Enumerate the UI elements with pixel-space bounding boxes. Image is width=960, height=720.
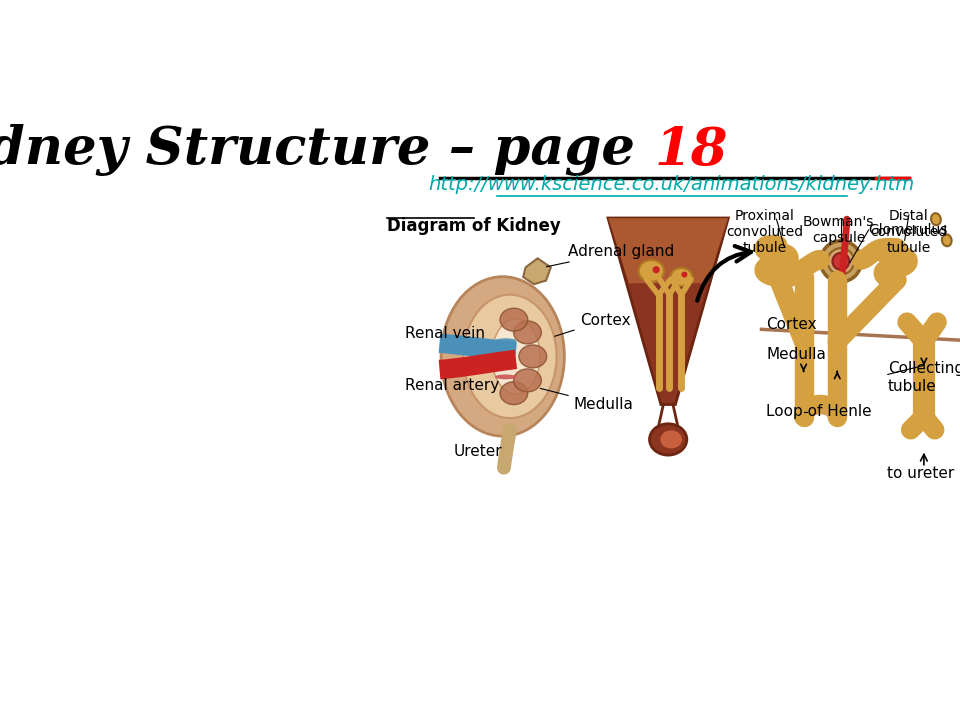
Text: Bowman's
capsule: Bowman's capsule bbox=[803, 215, 875, 246]
Text: Collecting
tubule: Collecting tubule bbox=[888, 361, 960, 394]
Circle shape bbox=[682, 271, 687, 278]
Ellipse shape bbox=[931, 213, 941, 225]
Ellipse shape bbox=[514, 321, 541, 344]
Ellipse shape bbox=[494, 362, 516, 367]
Text: Proximal
convoluted
tubule: Proximal convoluted tubule bbox=[726, 209, 803, 256]
Text: Medulla: Medulla bbox=[766, 347, 827, 362]
Text: Loop of Henle: Loop of Henle bbox=[766, 404, 872, 419]
Text: to ureter: to ureter bbox=[887, 467, 954, 481]
Circle shape bbox=[653, 266, 660, 274]
Text: Cortex: Cortex bbox=[766, 317, 817, 332]
Polygon shape bbox=[523, 258, 551, 284]
Ellipse shape bbox=[660, 431, 682, 449]
Text: Renal vein: Renal vein bbox=[405, 326, 485, 341]
Ellipse shape bbox=[494, 374, 516, 379]
Text: http://www.kscience.co.uk/animations/kidney.htm: http://www.kscience.co.uk/animations/kid… bbox=[428, 175, 914, 194]
Ellipse shape bbox=[514, 369, 541, 392]
Text: Renal artery: Renal artery bbox=[405, 378, 499, 393]
Ellipse shape bbox=[638, 260, 664, 282]
Polygon shape bbox=[608, 218, 729, 283]
Ellipse shape bbox=[519, 345, 546, 368]
Text: Diagram of Kidney: Diagram of Kidney bbox=[387, 217, 561, 235]
Ellipse shape bbox=[494, 338, 516, 343]
Ellipse shape bbox=[942, 234, 951, 246]
Text: Adrenal gland: Adrenal gland bbox=[546, 243, 674, 267]
Circle shape bbox=[828, 248, 854, 274]
Ellipse shape bbox=[650, 424, 686, 455]
Ellipse shape bbox=[500, 382, 528, 405]
Ellipse shape bbox=[464, 294, 557, 418]
Ellipse shape bbox=[441, 276, 564, 436]
Text: 18: 18 bbox=[655, 125, 728, 176]
Ellipse shape bbox=[671, 268, 692, 286]
Text: Ureter: Ureter bbox=[453, 444, 502, 459]
Polygon shape bbox=[608, 218, 729, 405]
Text: Cortex: Cortex bbox=[555, 312, 631, 336]
Text: Distal
convoluted
tubule: Distal convoluted tubule bbox=[871, 209, 948, 256]
Ellipse shape bbox=[492, 319, 540, 394]
Ellipse shape bbox=[500, 308, 528, 331]
Text: Medulla: Medulla bbox=[540, 388, 634, 412]
Circle shape bbox=[821, 241, 861, 282]
Circle shape bbox=[832, 253, 850, 270]
Ellipse shape bbox=[494, 351, 516, 355]
Text: Kidney Structure – page: Kidney Structure – page bbox=[0, 124, 653, 176]
Text: Glomerulus: Glomerulus bbox=[869, 223, 948, 237]
